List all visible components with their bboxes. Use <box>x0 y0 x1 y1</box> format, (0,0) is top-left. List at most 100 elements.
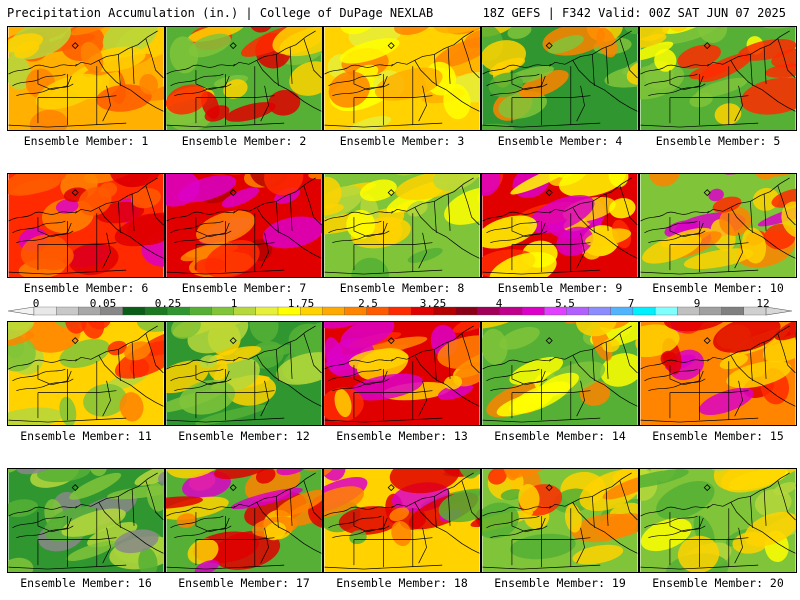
map-boundary <box>8 122 127 128</box>
map-boundary <box>353 537 433 540</box>
map-boundary <box>332 83 390 96</box>
map-boundary <box>763 46 767 84</box>
map-boundary <box>170 515 224 529</box>
precip-blob <box>712 196 742 213</box>
precip-blob <box>602 474 638 500</box>
map-boundary <box>619 38 638 79</box>
precip-blob <box>199 355 218 369</box>
precip-blob <box>8 33 44 53</box>
map-boundary <box>511 217 546 238</box>
precip-blob <box>249 27 274 33</box>
map-boundary <box>734 527 743 564</box>
precip-blob <box>166 84 208 115</box>
map-boundary <box>98 207 164 259</box>
map-boundary <box>592 201 595 233</box>
map-boundary <box>734 380 743 417</box>
map-boundary <box>8 358 78 370</box>
precip-blob <box>656 480 715 520</box>
precip-blob <box>139 73 159 95</box>
precip-blob <box>720 469 788 493</box>
precip-blob <box>37 244 74 271</box>
precip-blob <box>349 373 424 401</box>
map-boundary <box>8 269 127 275</box>
location-marker <box>545 189 553 197</box>
location-marker <box>703 42 711 50</box>
map-boundary <box>195 217 230 238</box>
precip-blob <box>571 513 638 543</box>
precip-blob <box>127 213 164 246</box>
precip-blob <box>187 27 244 42</box>
map-boundary <box>8 505 78 517</box>
map-boundary <box>276 201 279 233</box>
precip-blob <box>626 58 638 85</box>
chart-title: Precipitation Accumulation (in.) | Colle… <box>7 6 434 20</box>
ensemble-panel: Ensemble Member: 13 <box>323 321 481 443</box>
precip-blob <box>223 79 248 99</box>
map-boundary <box>572 60 638 112</box>
map-boundary <box>640 358 710 370</box>
precip-blob <box>276 469 307 476</box>
map-boundary <box>276 349 279 381</box>
ensemble-panel: Ensemble Member: 9 <box>481 173 639 295</box>
map-boundary <box>303 185 322 226</box>
map-boundary <box>619 333 638 374</box>
precip-blob <box>109 174 162 188</box>
map-boundary <box>576 232 585 269</box>
ensemble-panel: Ensemble Member: 20 <box>639 468 797 590</box>
member-label: Ensemble Member: 5 <box>655 134 781 148</box>
map-boundary <box>332 230 390 243</box>
location-marker <box>387 189 395 197</box>
map-boundary <box>750 349 753 381</box>
precip-blob <box>166 496 203 509</box>
precip-blob <box>70 27 118 36</box>
map-boundary <box>37 70 72 91</box>
map-boundary <box>303 333 322 374</box>
member-label: Ensemble Member: 14 <box>494 429 626 443</box>
precip-blob <box>640 41 674 61</box>
precip-blob <box>359 179 397 202</box>
member-label: Ensemble Member: 13 <box>336 429 468 443</box>
precip-blob <box>350 116 392 130</box>
precip-blob <box>225 102 276 122</box>
precip-blob <box>138 547 158 572</box>
map-boundary <box>707 30 790 67</box>
map-boundary <box>490 378 548 391</box>
map-boundary <box>461 38 480 79</box>
precip-blob <box>443 375 463 390</box>
precip-blob <box>59 396 77 425</box>
precip-blob <box>194 258 226 275</box>
precip-blob <box>510 533 576 560</box>
precip-blob <box>292 322 322 362</box>
map-boundary <box>37 242 117 245</box>
member-label: Ensemble Member: 1 <box>23 134 149 148</box>
member-label: Ensemble Member: 18 <box>336 576 468 590</box>
map-boundary <box>777 185 796 226</box>
precip-blob <box>339 38 400 64</box>
map-boundary <box>166 210 236 222</box>
member-label: Ensemble Member: 12 <box>178 429 310 443</box>
map-boundary <box>37 537 117 540</box>
precip-blob <box>741 227 767 264</box>
colorbar-tick-label: 0 <box>32 297 40 310</box>
precip-blob <box>324 469 334 478</box>
precip-blob <box>182 471 231 499</box>
map-boundary <box>131 193 135 231</box>
member-label: Ensemble Member: 16 <box>20 576 152 590</box>
precip-blob <box>500 489 524 501</box>
precip-blob <box>255 469 276 484</box>
map-boundary <box>233 177 316 214</box>
location-marker <box>703 337 711 345</box>
precip-blob <box>482 328 508 365</box>
map-boundary <box>707 472 790 509</box>
map-boundary <box>707 177 790 214</box>
precip-blob <box>488 469 507 485</box>
map-boundary <box>195 70 230 91</box>
map-boundary <box>461 480 480 521</box>
precip-blob <box>221 187 260 208</box>
ensemble-panel: Ensemble Member: 5 <box>639 26 797 148</box>
map-boundary <box>640 417 759 423</box>
map-boundary <box>195 537 275 540</box>
map-boundary <box>324 63 394 75</box>
precip-blob <box>119 392 144 422</box>
map-boundary <box>669 242 749 245</box>
